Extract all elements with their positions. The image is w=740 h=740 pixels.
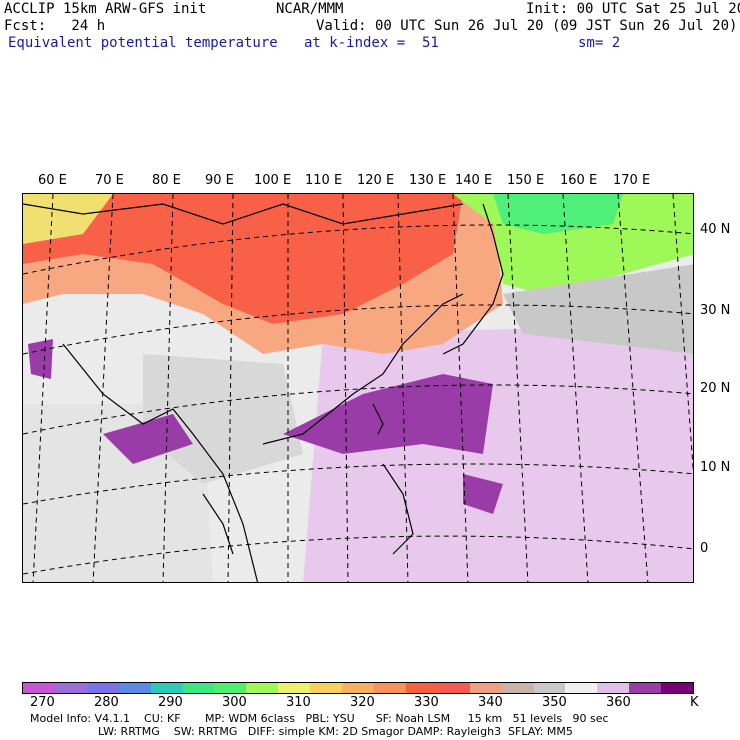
longitude-label: 60 E — [38, 173, 67, 188]
colorbar-swatch — [437, 683, 470, 693]
colorbar — [22, 682, 694, 694]
colorbar-swatch — [342, 683, 374, 693]
colorbar-label: 300 — [222, 695, 247, 710]
colorbar-label: 350 — [542, 695, 567, 710]
model-title: ACCLIP 15km ARW-GFS init — [4, 1, 207, 17]
longitude-label: 140 E — [455, 173, 493, 188]
valid-time: Valid: 00 UTC Sun 26 Jul 20 (09 JST Sun … — [316, 18, 738, 34]
longitude-label: 90 E — [205, 173, 234, 188]
high-thetae-bay — [103, 414, 193, 464]
colorbar-swatch — [150, 683, 183, 693]
org-label: NCAR/MMM — [276, 1, 344, 17]
latitude-label: 30 N — [700, 303, 731, 318]
init-time: Init: 00 UTC Sat 25 Jul 20 — [526, 1, 740, 17]
colorbar-swatch — [23, 683, 55, 693]
longitude-label: 170 E — [613, 173, 651, 188]
longitude-label: 160 E — [560, 173, 598, 188]
longitude-label: 110 E — [305, 173, 343, 188]
longitude-label: 80 E — [152, 173, 181, 188]
colorbar-swatch — [118, 683, 151, 693]
latitude-label: 40 N — [700, 222, 731, 237]
colorbar-swatch — [54, 683, 87, 693]
colorbar-swatch — [310, 683, 343, 693]
pacific-region — [303, 324, 693, 582]
colorbar-swatch — [661, 683, 694, 693]
smoothing: sm= 2 — [578, 35, 621, 51]
coastlines — [23, 203, 504, 582]
longitude-label: 70 E — [95, 173, 124, 188]
colorbar-swatch — [182, 683, 215, 693]
colorbar-swatch — [629, 683, 662, 693]
colorbar-swatch — [501, 683, 534, 693]
model-info-line1: Model Info: V4.1.1 CU: KF MP: WDM 6class… — [30, 712, 609, 725]
colorbar-label: 310 — [286, 695, 311, 710]
latitude-label: 20 N — [700, 381, 731, 396]
k-index: at k-index = 51 — [304, 35, 439, 51]
colorbar-label: 360 — [606, 695, 631, 710]
colorbar-label: 270 — [30, 695, 55, 710]
colorbar-swatch — [214, 683, 247, 693]
map-panel — [22, 193, 694, 583]
colorbar-swatch — [86, 683, 119, 693]
high-thetae-pacific — [283, 374, 493, 454]
colorbar-swatch — [373, 683, 406, 693]
colorbar-swatch — [597, 683, 630, 693]
colorbar-swatch — [565, 683, 598, 693]
colorbar-label: 320 — [350, 695, 375, 710]
colorbar-label: 290 — [158, 695, 183, 710]
gray-band — [503, 264, 693, 354]
colorbar-label: 330 — [414, 695, 439, 710]
longitude-label: 100 E — [254, 173, 292, 188]
colorbar-label: 280 — [94, 695, 119, 710]
north-hot-region — [23, 194, 463, 324]
graticule — [23, 194, 693, 582]
field-name: Equivalent potential temperature — [8, 35, 278, 51]
model-info-line2: LW: RRTMG SW: RRTMG DIFF: simple KM: 2D … — [98, 725, 573, 738]
longitude-label: 150 E — [507, 173, 545, 188]
longitude-label: 130 E — [409, 173, 447, 188]
colorbar-swatch — [533, 683, 566, 693]
latitude-label: 10 N — [700, 460, 731, 475]
colorbar-swatch — [405, 683, 438, 693]
map-svg — [23, 194, 693, 582]
forecast-hour: Fcst: 24 h — [4, 18, 106, 34]
colorbar-swatch — [469, 683, 502, 693]
longitude-label: 120 E — [357, 173, 395, 188]
colorbar-label: 340 — [478, 695, 503, 710]
latitude-label: 0 — [700, 541, 709, 556]
colorbar-swatch — [278, 683, 311, 693]
colorbar-swatch — [246, 683, 279, 693]
colorbar-unit: K — [690, 695, 699, 710]
